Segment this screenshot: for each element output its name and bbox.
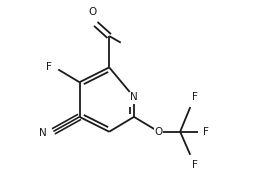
Text: N: N [39,128,46,138]
Text: F: F [192,92,198,102]
Text: F: F [203,127,209,137]
Text: O: O [155,127,163,137]
Text: F: F [46,62,51,72]
Text: O: O [88,7,97,17]
Text: F: F [192,160,198,170]
Text: N: N [130,92,138,102]
